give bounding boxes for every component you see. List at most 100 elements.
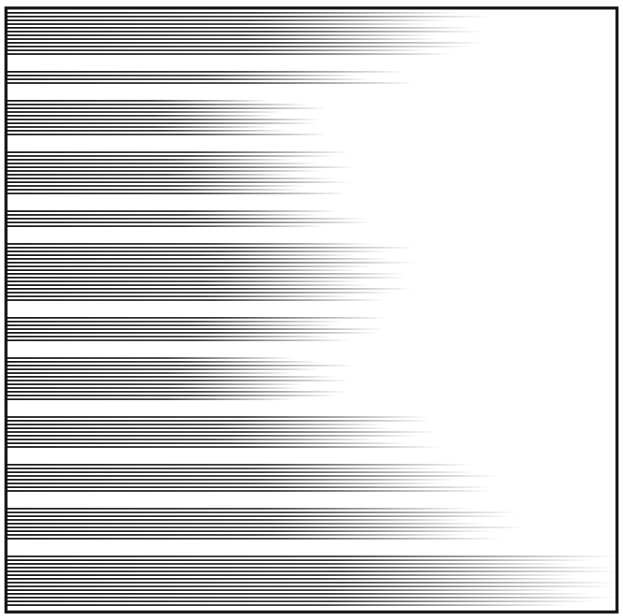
pattern-line <box>6 78 372 81</box>
pattern-line <box>6 526 526 529</box>
pattern-line <box>6 463 473 466</box>
pattern-line <box>6 331 378 334</box>
pattern-line <box>6 12 459 14</box>
pattern-line <box>6 604 569 606</box>
pattern-line <box>6 507 474 510</box>
pattern-line <box>6 166 355 169</box>
pattern-line <box>6 360 321 363</box>
pattern-line <box>6 162 319 165</box>
pattern-line <box>6 49 429 52</box>
pattern-line <box>6 70 405 73</box>
pattern-line <box>6 214 321 216</box>
pattern-line <box>6 515 511 518</box>
pattern-line <box>6 181 351 184</box>
pattern-line <box>6 170 321 172</box>
pattern-line <box>6 559 593 561</box>
pattern-line <box>6 475 500 477</box>
pattern-line <box>6 438 380 441</box>
pattern-line <box>6 398 296 401</box>
pattern-line <box>6 596 617 599</box>
pattern-line <box>6 217 365 220</box>
pattern-line <box>6 265 374 268</box>
pattern-line <box>6 581 617 584</box>
pattern-line <box>6 99 270 102</box>
pattern-line <box>6 431 438 433</box>
pattern-line <box>6 295 355 298</box>
pattern-line <box>6 490 492 492</box>
pattern-line <box>6 151 350 154</box>
pattern-line <box>6 578 579 580</box>
pattern-line <box>6 442 409 445</box>
pattern-line <box>6 555 617 558</box>
pattern-line <box>6 122 318 125</box>
pattern-line <box>6 26 474 29</box>
pattern-line <box>6 390 349 393</box>
pattern-line <box>6 368 320 371</box>
pattern-line <box>6 103 308 106</box>
pattern-line <box>6 254 355 256</box>
pattern-line <box>6 185 307 187</box>
pattern-line <box>6 379 350 382</box>
pattern-line <box>6 478 458 481</box>
pattern-line <box>6 534 465 536</box>
pattern-line <box>6 486 490 489</box>
pattern-line <box>6 45 471 48</box>
pattern-line <box>6 23 430 25</box>
pattern-line <box>6 446 440 448</box>
pattern-line <box>6 74 360 77</box>
pattern-line <box>6 563 570 565</box>
pattern-line <box>6 38 440 40</box>
pattern-line <box>6 427 394 430</box>
pattern-line <box>6 585 613 588</box>
pattern-line <box>6 383 305 386</box>
pattern-line <box>6 589 570 591</box>
pattern-line <box>6 225 326 228</box>
pattern-line <box>6 574 579 576</box>
pattern-line <box>6 328 384 330</box>
pattern-line <box>6 375 336 378</box>
horizontal-line-field <box>6 12 617 606</box>
pattern-line <box>6 482 445 485</box>
pattern-line <box>6 269 359 271</box>
pattern-line <box>6 192 348 195</box>
pattern-line <box>6 600 597 603</box>
pattern-line <box>6 114 276 117</box>
pattern-line <box>6 258 389 260</box>
pattern-line <box>6 372 295 374</box>
pattern-line <box>6 299 385 301</box>
pattern-line <box>6 30 483 33</box>
pattern-line <box>6 246 415 249</box>
pattern-line <box>6 210 339 213</box>
pattern-line <box>6 158 295 161</box>
pattern-line <box>6 364 355 367</box>
pattern-line <box>6 434 419 437</box>
pattern-line <box>6 34 437 37</box>
pattern-line <box>6 82 414 84</box>
pattern-line <box>6 41 485 44</box>
pattern-line <box>6 15 489 18</box>
pattern-line <box>6 177 335 180</box>
pattern-line <box>6 221 372 224</box>
pattern-line <box>6 522 487 525</box>
pattern-line <box>6 320 344 323</box>
pattern-line <box>6 126 273 128</box>
pattern-line <box>6 467 440 470</box>
pattern-line <box>6 419 432 422</box>
pattern-line <box>6 19 451 22</box>
pattern-line <box>6 250 389 253</box>
pattern-line <box>6 335 333 338</box>
pattern-line <box>6 570 617 573</box>
pattern-line <box>6 339 351 342</box>
pattern-line <box>6 155 337 157</box>
pattern-line <box>6 416 428 418</box>
pattern-line <box>6 273 404 275</box>
pattern-line <box>6 537 503 540</box>
pattern-line <box>6 111 284 113</box>
pattern-line <box>6 593 593 595</box>
artwork-frame <box>4 6 619 614</box>
pattern-line <box>6 519 467 521</box>
pattern-line <box>6 188 302 191</box>
pattern-line <box>6 357 295 359</box>
pattern-line <box>6 133 329 136</box>
